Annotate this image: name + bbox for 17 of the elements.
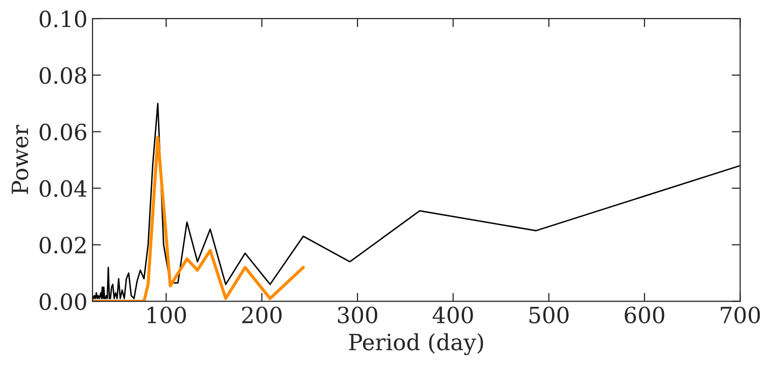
y-tick-label: 0.02	[40, 236, 86, 254]
line-series	[92, 102, 740, 300]
y-axis-title: Power	[12, 124, 28, 194]
x-tick-label: 100	[148, 306, 186, 324]
y-tick-label: 0.10	[40, 10, 86, 28]
y-tick-label: 0.04	[40, 180, 87, 197]
line-series	[92, 136, 305, 302]
x-tick-label: 400	[432, 306, 473, 324]
x-tick-label: 500	[530, 306, 569, 324]
x-axis-title: Period (day)	[349, 333, 484, 356]
y-tick-label: 0.06	[40, 124, 86, 140]
y-tick-label: 0.08	[40, 67, 86, 84]
x-tick-label: 200	[242, 306, 282, 324]
x-tick-label: 600	[624, 306, 664, 324]
x-tick-label: 700	[720, 306, 760, 324]
x-tick-label: 300	[338, 306, 378, 324]
y-tick-label: 0.00	[40, 293, 86, 310]
